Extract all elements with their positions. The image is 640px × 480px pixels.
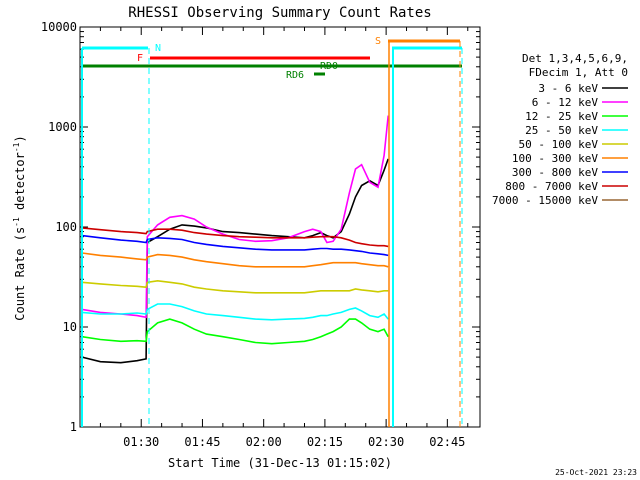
y-tick-label: 1000 (48, 120, 77, 134)
rd0-label: RD0 (320, 61, 338, 72)
series-line-1 (81, 115, 389, 319)
legend-header-line2: FDecim 1, Att 0 (529, 66, 628, 79)
legend-label: 3 - 6 keV (538, 82, 598, 95)
series-line-0 (81, 158, 389, 364)
y-axis: 1 10 100 1000 10000 (41, 20, 480, 434)
x-tick-label: 01:45 (184, 435, 220, 449)
legend-label: 50 - 100 keV (519, 138, 599, 151)
chart-title: RHESSI Observing Summary Count Rates (128, 5, 431, 21)
series-line-2 (81, 318, 389, 345)
x-axis: 01:30 01:45 02:00 02:15 02:30 02:45 (99, 27, 469, 449)
x-tick-label: 02:00 (246, 435, 282, 449)
plot-frame (79, 26, 481, 428)
x-tick-label: 01:30 (123, 435, 159, 449)
footer-timestamp: 25-Oct-2021 23:23 (555, 468, 637, 477)
legend-label: 800 - 7000 keV (505, 180, 598, 193)
legend: Det 1,3,4,5,6,9, FDecim 1, Att 0 3 - 6 k… (492, 52, 628, 207)
series-line-6 (81, 234, 389, 257)
x-tick-label: 02:30 (368, 435, 404, 449)
legend-label: 12 - 25 keV (525, 110, 598, 123)
y-tick-label: 1 (70, 420, 77, 434)
x-tick-label: 02:45 (429, 435, 465, 449)
y-tick-label: 10 (63, 320, 77, 334)
x-tick-label: 02:15 (307, 435, 343, 449)
legend-label: 7000 - 15000 keV (492, 194, 598, 207)
legend-label: 100 - 300 keV (512, 152, 598, 165)
y-axis-label: Count Rate (s-1 detector-1) (12, 135, 27, 320)
y-tick-label: 10000 (41, 20, 77, 34)
legend-label: 25 - 50 keV (525, 124, 598, 137)
f-flag-label: F (137, 53, 143, 64)
series-line-4 (81, 279, 389, 294)
series-layer (81, 115, 389, 364)
x-axis-label: Start Time (31-Dec-13 01:15:02) (168, 456, 392, 470)
n-flag-label: N (155, 43, 161, 54)
legend-label: 300 - 800 keV (512, 166, 598, 179)
series-line-3 (81, 303, 389, 321)
legend-header-line1: Det 1,3,4,5,6,9, (522, 52, 628, 65)
s-flag-label: S (375, 36, 381, 47)
series-line-7 (81, 227, 389, 248)
rd6-label: RD6 (286, 70, 304, 81)
annotation-layer: N F S RD0 RD6 (81, 36, 463, 427)
y-tick-label: 100 (55, 220, 77, 234)
series-line-5 (81, 252, 389, 268)
legend-label: 6 - 12 keV (532, 96, 599, 109)
